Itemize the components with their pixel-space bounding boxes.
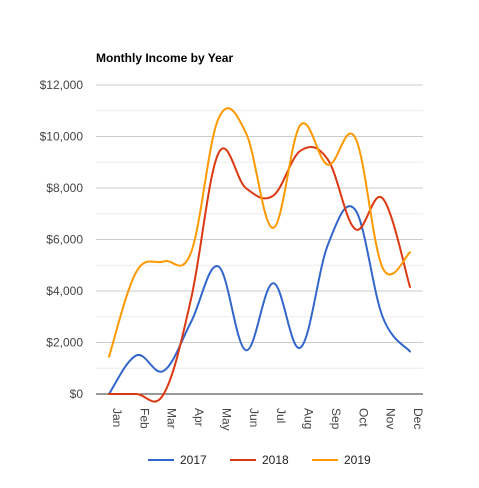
x-axis-tick-labels: Jan Feb Mar Apr May Jun Jul Aug Sep Oct Nov Dec [110,408,425,431]
x-tick-label: Aug [302,408,316,429]
series-line-2019 [108,107,411,358]
y-tick-label: $8,000 [46,181,83,195]
x-tick-label: Feb [137,408,151,429]
x-tick-label: Apr [192,408,206,427]
gridlines [96,84,423,395]
y-tick-label: $0 [70,387,84,401]
y-tick-label: $6,000 [46,233,83,247]
x-tick-label: May [219,408,233,431]
legend-label: 2019 [344,453,371,467]
chart-title: Monthly Income by Year [96,51,233,65]
y-tick-label: $2,000 [46,336,83,350]
legend: 2017 2018 2019 [148,453,371,467]
legend-label: 2017 [180,453,207,467]
series-lines [108,107,411,403]
x-tick-label: Sep [329,408,343,430]
y-axis-tick-labels: $0 $2,000 $4,000 $6,000 $8,000 $10,000 $12,000 [40,78,84,401]
x-tick-label: Jan [110,408,124,427]
y-tick-label: $12,000 [40,78,84,92]
legend-label: 2018 [262,453,289,467]
x-tick-label: Mar [165,408,179,429]
x-tick-label: Dec [411,408,425,429]
x-tick-label: Jun [247,408,261,427]
x-tick-label: Jul [274,408,288,423]
y-tick-label: $10,000 [40,130,84,144]
series-line-2017 [108,205,411,395]
series-line-2018 [108,145,411,403]
x-tick-label: Nov [384,408,398,429]
x-tick-label: Oct [356,408,370,427]
y-tick-label: $4,000 [46,284,83,298]
